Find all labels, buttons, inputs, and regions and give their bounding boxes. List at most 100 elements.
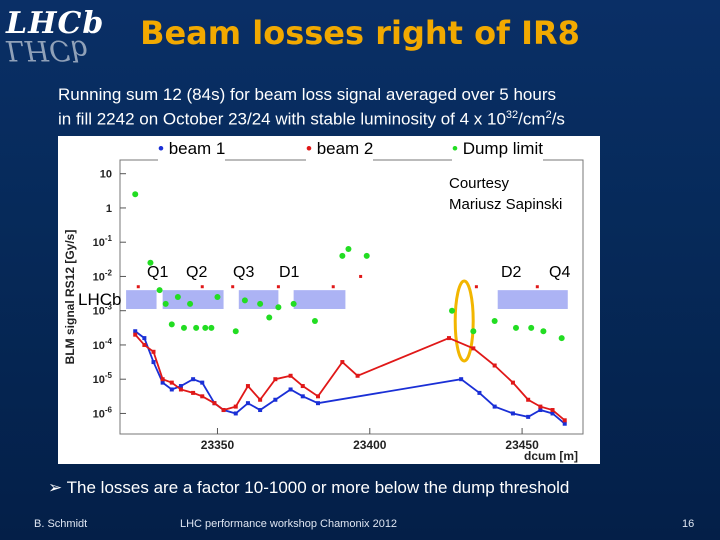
dump-limit-point bbox=[449, 307, 456, 314]
dump-limit-point bbox=[363, 252, 370, 259]
data-point-series-1 bbox=[160, 380, 165, 385]
data-point-series-1 bbox=[526, 414, 531, 419]
dump-limit-point bbox=[202, 324, 209, 331]
data-point-series-1 bbox=[233, 411, 238, 416]
data-point-series-1 bbox=[151, 360, 156, 365]
y-tick-label: 10-2 bbox=[93, 268, 113, 283]
dump-limit-point bbox=[156, 287, 163, 294]
data-point-series-2 bbox=[510, 380, 515, 385]
magnet-label-d2: D2 bbox=[501, 264, 522, 281]
data-point-series-2 bbox=[233, 404, 238, 409]
dump-limit-point bbox=[132, 191, 139, 198]
magnet-block bbox=[293, 290, 346, 309]
data-point-series-1 bbox=[459, 377, 464, 382]
data-point-series-2 bbox=[471, 346, 476, 351]
subtitle-line-2: in fill 2242 on October 23/24 with stabl… bbox=[58, 109, 565, 129]
data-point-series-2 bbox=[245, 384, 250, 389]
data-point-series-1 bbox=[191, 377, 196, 382]
dump-limit-point bbox=[241, 297, 248, 304]
legend-dump-limit: • Dump limit bbox=[452, 137, 543, 161]
data-point-series-1 bbox=[492, 404, 497, 409]
dump-limit-point bbox=[168, 321, 175, 328]
magnet-label-q1: Q1 bbox=[147, 264, 169, 281]
data-point-series-2 bbox=[169, 380, 174, 385]
data-point-series-2 bbox=[151, 349, 156, 354]
y-tick-label: 10-4 bbox=[93, 337, 113, 352]
data-point-series-1 bbox=[245, 401, 250, 406]
y-axis-label: BLM signal RS12 [Gy/s] bbox=[63, 230, 77, 365]
beam2-marker bbox=[359, 274, 363, 278]
data-point-series-2 bbox=[550, 408, 555, 413]
data-point-series-1 bbox=[258, 408, 263, 413]
data-point-series-2 bbox=[178, 387, 183, 392]
data-point-series-1 bbox=[142, 336, 147, 341]
data-point-series-2 bbox=[538, 404, 543, 409]
highlight-ellipse bbox=[453, 279, 475, 363]
y-tick-label: 1 bbox=[106, 203, 112, 215]
y-tick-label: 10 bbox=[100, 169, 112, 181]
dump-limit-point bbox=[257, 300, 264, 307]
dump-limit-point bbox=[311, 317, 318, 324]
data-point-series-2 bbox=[200, 394, 205, 399]
data-point-series-2 bbox=[526, 397, 531, 402]
data-point-series-2 bbox=[273, 377, 278, 382]
courtesy-note: Courtesy Mariusz Sapinski bbox=[449, 175, 563, 213]
dump-limit-point bbox=[162, 300, 169, 307]
data-point-series-2 bbox=[142, 342, 147, 347]
data-point-series-2 bbox=[133, 332, 138, 337]
chart-panel: 10 1 10-1 10-2 10-3 10-4 10-5 10-6 23350 23400 234… bbox=[58, 136, 600, 464]
footer-event: LHC performance workshop Chamonix 2012 bbox=[180, 518, 398, 530]
dump-limit-point bbox=[345, 246, 352, 253]
footer-page-number: 16 bbox=[682, 518, 695, 530]
legend-beam2-dot: • bbox=[306, 139, 317, 158]
magnet-label-d1: D1 bbox=[279, 264, 300, 281]
dump-limit-point bbox=[193, 324, 200, 331]
data-point-series-1 bbox=[288, 387, 293, 392]
data-point-series-2 bbox=[221, 408, 226, 413]
data-point-series-1 bbox=[300, 394, 305, 399]
data-point-series-2 bbox=[562, 418, 567, 423]
data-point-series-2 bbox=[212, 401, 217, 406]
dump-limit-point bbox=[147, 259, 154, 266]
data-point-series-2 bbox=[258, 397, 263, 402]
data-point-series-2 bbox=[160, 377, 165, 382]
magnet-label-q2: Q2 bbox=[186, 264, 208, 281]
dump-limit-point bbox=[339, 252, 346, 259]
data-point-series-1 bbox=[550, 411, 555, 416]
data-point-series-2 bbox=[300, 384, 305, 389]
legend-beam2: • beam 2 bbox=[306, 137, 374, 161]
y-tick-label: 10-6 bbox=[93, 405, 113, 420]
magnet-label-q3: Q3 bbox=[233, 264, 255, 281]
data-point-series-2 bbox=[288, 373, 293, 378]
data-point-series-1 bbox=[315, 401, 320, 406]
slide-subtitle: Running sum 12 (84s) for beam loss signa… bbox=[58, 84, 698, 130]
beam2-marker bbox=[231, 285, 235, 289]
dump-limit-point bbox=[208, 324, 215, 331]
dump-limit-point bbox=[540, 328, 547, 335]
x-axis-label: dcum [m] bbox=[524, 449, 578, 463]
beam2-marker bbox=[535, 285, 539, 289]
x-tick-label: 23350 bbox=[201, 438, 235, 452]
dump-limit-point bbox=[491, 317, 498, 324]
legend-beam1: • beam 1 bbox=[158, 137, 226, 161]
y-tick-label: 10-1 bbox=[93, 234, 113, 249]
magnet-block bbox=[162, 290, 224, 309]
data-point-series-2 bbox=[191, 390, 196, 395]
data-point-series-1 bbox=[133, 329, 138, 334]
beam2-marker bbox=[276, 285, 280, 289]
lhcb-location-label: LHCb bbox=[78, 290, 122, 309]
legend-dump-dot: • bbox=[452, 139, 463, 158]
conclusion-bullet: ➢ The losses are a factor 10-1000 or mor… bbox=[48, 478, 570, 497]
dump-limit-point bbox=[180, 324, 187, 331]
data-point-series-1 bbox=[562, 421, 567, 426]
series-line-1 bbox=[134, 330, 566, 425]
lhcb-logo: LHCb LHCb bbox=[6, 6, 103, 67]
magnet-block bbox=[238, 290, 279, 309]
data-point-series-1 bbox=[477, 390, 482, 395]
x-tick-label: 23400 bbox=[353, 438, 387, 452]
dump-limit-point bbox=[470, 328, 477, 335]
dump-limit-point bbox=[174, 294, 181, 300]
footer-author: B. Schmidt bbox=[34, 518, 88, 530]
dump-limit-point bbox=[187, 300, 194, 307]
